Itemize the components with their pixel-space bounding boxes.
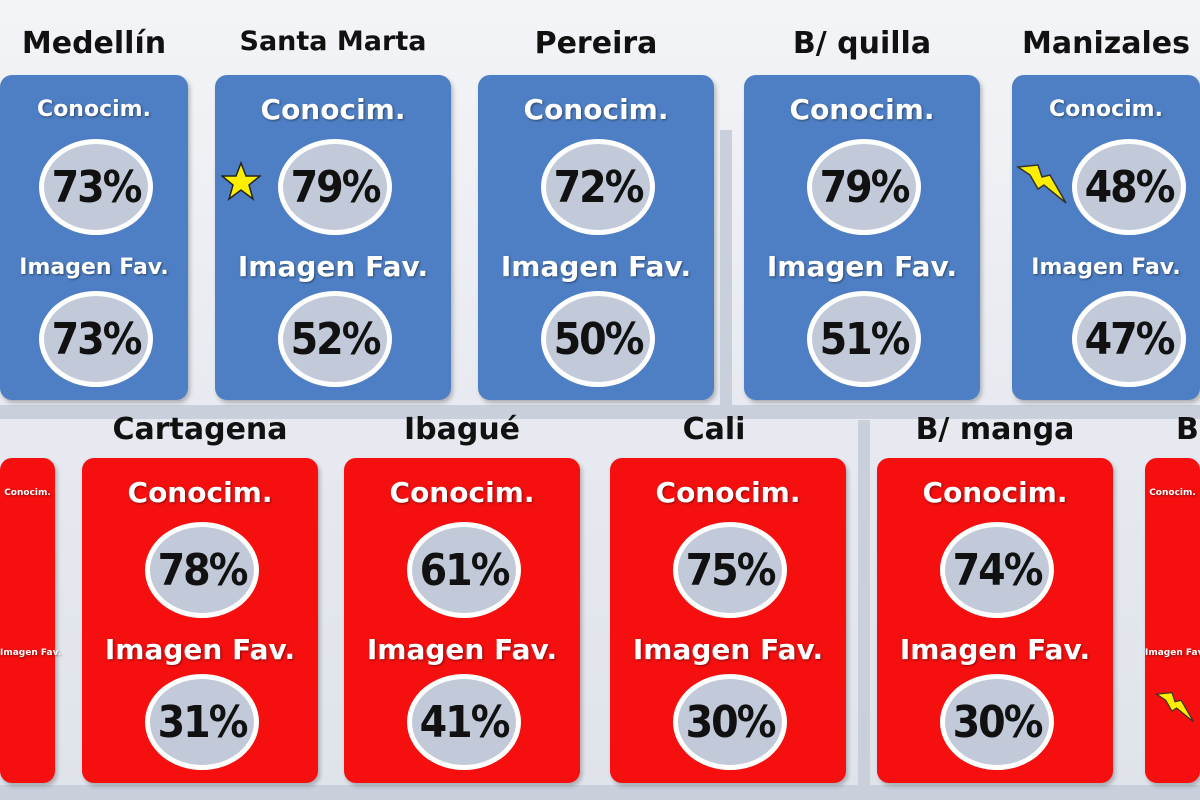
image-label: Imagen Fav. bbox=[500, 250, 692, 283]
knowledge-label: Conocim. bbox=[37, 97, 151, 122]
knowledge-value: 73% bbox=[39, 139, 153, 235]
knowledge-label: Conocim. bbox=[4, 488, 51, 498]
image-value: 73% bbox=[39, 291, 153, 387]
image-value: 31% bbox=[145, 674, 259, 770]
knowledge-value: 78% bbox=[145, 522, 259, 618]
knowledge-label: Conocim. bbox=[260, 93, 406, 126]
city-card: Conocim. 75% Imagen Fav. 30% bbox=[610, 458, 846, 783]
knowledge-label: Conocim. bbox=[1049, 97, 1163, 122]
knowledge-label: Conocim. bbox=[655, 476, 801, 509]
image-label: Imagen Fav. bbox=[766, 250, 958, 283]
image-value: 47% bbox=[1072, 291, 1186, 387]
knowledge-label: Conocim. bbox=[389, 476, 535, 509]
city-card: Conocim. 79% Imagen Fav. 52% bbox=[215, 75, 451, 400]
city-card: Conocim. Imagen Fav. bbox=[1145, 458, 1200, 783]
image-value: 41% bbox=[407, 674, 521, 770]
knowledge-value: 48% bbox=[1072, 139, 1186, 235]
city-title: B/ quilla bbox=[792, 26, 932, 61]
background-bar bbox=[0, 785, 1200, 800]
city-title: Medellín bbox=[21, 26, 167, 61]
image-label: Imagen Fav. bbox=[1145, 648, 1200, 658]
knowledge-value: 79% bbox=[807, 139, 921, 235]
city-title: Cartagena bbox=[112, 412, 288, 447]
city-title: Ibagué bbox=[403, 412, 521, 447]
knowledge-value: 79% bbox=[278, 139, 392, 235]
image-label: Imagen Fav. bbox=[632, 633, 824, 666]
knowledge-value: 72% bbox=[541, 139, 655, 235]
knowledge-label: Conocim. bbox=[1149, 488, 1196, 498]
city-title: B/ manga bbox=[915, 412, 1075, 447]
city-card: Conocim. Imagen Fav. bbox=[0, 458, 62, 783]
city-title: B bbox=[1176, 412, 1199, 447]
image-value: 52% bbox=[278, 291, 392, 387]
image-label: Imagen Fav. bbox=[237, 250, 429, 283]
star-icon bbox=[221, 161, 261, 201]
city-card: Conocim. 78% Imagen Fav. 31% bbox=[82, 458, 318, 783]
city-card: Conocim. 72% Imagen Fav. 50% bbox=[478, 75, 714, 400]
image-value: 30% bbox=[673, 674, 787, 770]
city-title: Santa Marta bbox=[239, 26, 427, 57]
city-card: Conocim. 48% Imagen Fav. 47% bbox=[1012, 75, 1200, 400]
image-label: Imagen Fav. bbox=[19, 255, 169, 280]
image-label: Imagen Fav. bbox=[1031, 255, 1181, 280]
lightning-icon bbox=[1155, 691, 1194, 723]
city-title: Cali bbox=[682, 412, 746, 447]
city-card: Conocim. 73% Imagen Fav. 73% bbox=[0, 75, 188, 400]
knowledge-label: Conocim. bbox=[922, 476, 1068, 509]
city-title: Pereira bbox=[534, 26, 658, 61]
knowledge-label: Conocim. bbox=[127, 476, 273, 509]
knowledge-value: 61% bbox=[407, 522, 521, 618]
background-bar bbox=[720, 130, 732, 410]
city-card: Conocim. 61% Imagen Fav. 41% bbox=[344, 458, 580, 783]
image-label: Imagen Fav. bbox=[104, 633, 296, 666]
image-label: Imagen Fav. bbox=[899, 633, 1091, 666]
image-value: 30% bbox=[940, 674, 1054, 770]
image-value: 50% bbox=[541, 291, 655, 387]
knowledge-label: Conocim. bbox=[789, 93, 935, 126]
knowledge-label: Conocim. bbox=[523, 93, 669, 126]
background-bar bbox=[858, 420, 870, 800]
image-label: Imagen Fav. bbox=[366, 633, 558, 666]
city-card: Conocim. 74% Imagen Fav. 30% bbox=[877, 458, 1113, 783]
image-label: Imagen Fav. bbox=[0, 648, 62, 658]
lightning-icon bbox=[1016, 164, 1067, 204]
knowledge-value: 74% bbox=[940, 522, 1054, 618]
background-bar bbox=[0, 405, 1200, 419]
image-value: 51% bbox=[807, 291, 921, 387]
city-title: Manizales bbox=[1022, 26, 1190, 61]
knowledge-value: 75% bbox=[673, 522, 787, 618]
city-card: Conocim. 79% Imagen Fav. 51% bbox=[744, 75, 980, 400]
